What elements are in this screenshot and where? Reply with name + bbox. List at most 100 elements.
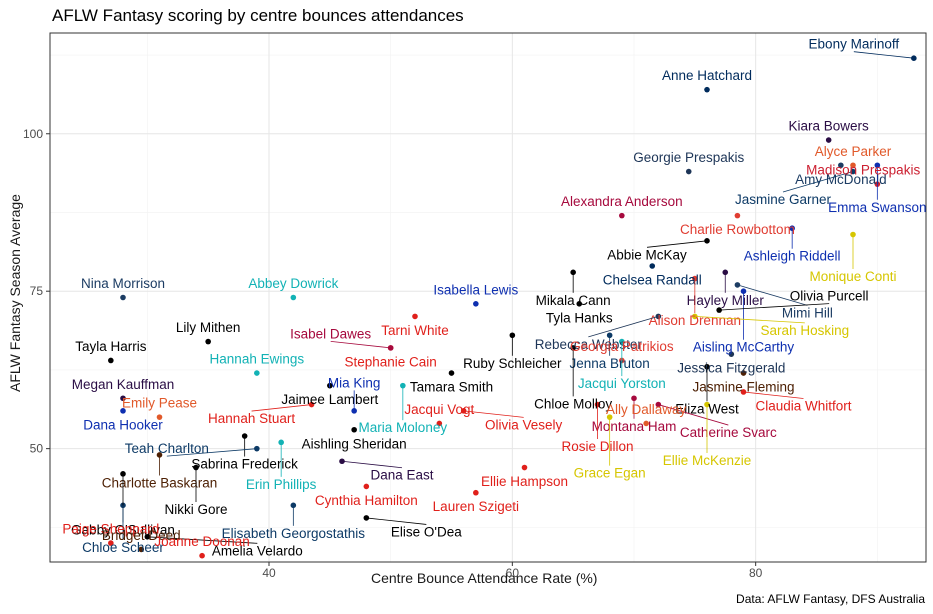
point-label: Stephanie Cain [345,354,437,369]
data-point [308,401,315,408]
point-label: Olivia Vesely [485,417,563,432]
point-label: Teah Charlton [125,441,209,456]
point-label: Maria Moloney [359,420,448,435]
label-leader-line [719,303,830,311]
point-label: Ebony Marinoff [809,37,900,52]
point-label: Jacqui Vogt [404,402,474,417]
point-label: Ashleigh Riddell [744,249,841,264]
point-label: Mia King [328,375,381,390]
point-label: Tamara Smith [410,380,493,395]
point-label: Charlie Rowbottom [680,222,795,237]
data-point [327,382,333,389]
label-leader-line [853,51,914,59]
point-label: Emily Pease [122,396,197,411]
data-point [205,338,211,345]
point-label: Mimi Hill [782,305,833,320]
source-caption: Data: AFLW Fantasy, DFS Australia [736,592,925,606]
data-point [728,351,735,357]
data-point [108,540,114,546]
data-point [643,420,649,427]
point-label: Paige Sheppard [62,522,159,537]
data-point [825,137,832,143]
data-point [254,370,260,376]
data-point [363,483,370,490]
point-label: Chloe Scheer [82,540,164,555]
point-label: Georgie Prespakis [633,150,744,165]
x-axis-label: Centre Bounce Attendance Rate (%) [371,570,598,586]
point-label: Chloe Molloy [534,396,612,411]
point-label: Dana Hooker [83,417,163,432]
point-label: Hayley Miller [687,293,765,308]
data-point [120,408,126,414]
data-point [351,408,357,414]
label-leader-line [330,340,391,349]
point-label: Catherine Svarc [680,425,777,440]
data-point [734,212,741,219]
point-label: Charlotte Baskaran [102,475,218,490]
label-leader-line [588,316,659,338]
label-leader-line [147,536,258,544]
y-tick-label: 100 [23,127,43,141]
point-label: Elisabeth Georgostathis [222,526,366,541]
point-label: Mikala Cann [536,293,611,308]
point-label: Elise O'Dea [391,524,462,539]
data-point [120,395,126,402]
point-label: Tarni White [381,323,449,338]
y-tick-label: 50 [30,442,44,456]
point-label: Jenna Bruton [570,356,650,371]
x-tick-label: 60 [506,566,520,580]
label-leader-line [743,391,804,399]
point-label: Rosie Dillon [561,439,633,454]
label-leader-line [658,404,729,426]
data-point [448,370,455,376]
label-leader-line [166,448,257,457]
data-point [108,357,114,364]
point-label: Tyla Hanks [546,310,613,325]
label-leader-line [694,315,805,324]
data-point [138,546,145,553]
label-leader-line [251,404,312,412]
point-label: Ellie Hampson [481,474,568,489]
point-label: Claudia Whitfort [755,398,851,413]
point-label: Grace Egan [574,466,646,481]
point-label: Hannah Stuart [208,411,295,426]
data-point [120,294,126,301]
point-label: Montana Ham [592,419,677,434]
point-label: Aishling Sheridan [302,436,407,451]
data-point [716,307,722,313]
label-leader-line [737,284,808,306]
data-point [649,263,656,269]
label-leader-line [341,460,403,469]
data-point [521,464,528,471]
point-label: Anne Hatchard [662,68,752,83]
point-label: Kiara Bowers [789,119,870,134]
data-point [619,212,625,219]
point-label: Nina Morrison [81,276,165,291]
point-label: Abbie McKay [607,247,687,262]
y-tick-label: 75 [30,284,44,298]
label-leader-line [782,171,854,193]
data-point [412,313,418,320]
point-label: Georgia Patrikios [570,339,674,354]
label-leader-line [646,240,708,248]
point-label: Nikki Gore [164,502,227,517]
x-tick-label: 80 [749,566,763,580]
data-point [576,300,583,307]
point-label: Joanne Doonan [154,534,249,549]
point-label: Jaimee Lambert [281,392,378,407]
point-label: Megan Kauffman [72,377,175,392]
point-label: Madison Prespakis [806,163,920,178]
label-leader-line [366,517,427,525]
data-point [199,552,205,559]
point-label: Alexandra Anderson [561,194,683,209]
point-label: Amy McDonald [795,172,887,187]
point-label: Alison Drennan [649,313,741,328]
point-label: Olivia Purcell [790,289,869,304]
data-point [351,426,357,433]
point-label: Sarah Hosking [761,323,850,338]
point-label: Rebecca Webster [535,337,643,352]
data-point [156,414,163,420]
point-label: Abbey Dowrick [248,276,338,291]
data-point [473,489,479,496]
